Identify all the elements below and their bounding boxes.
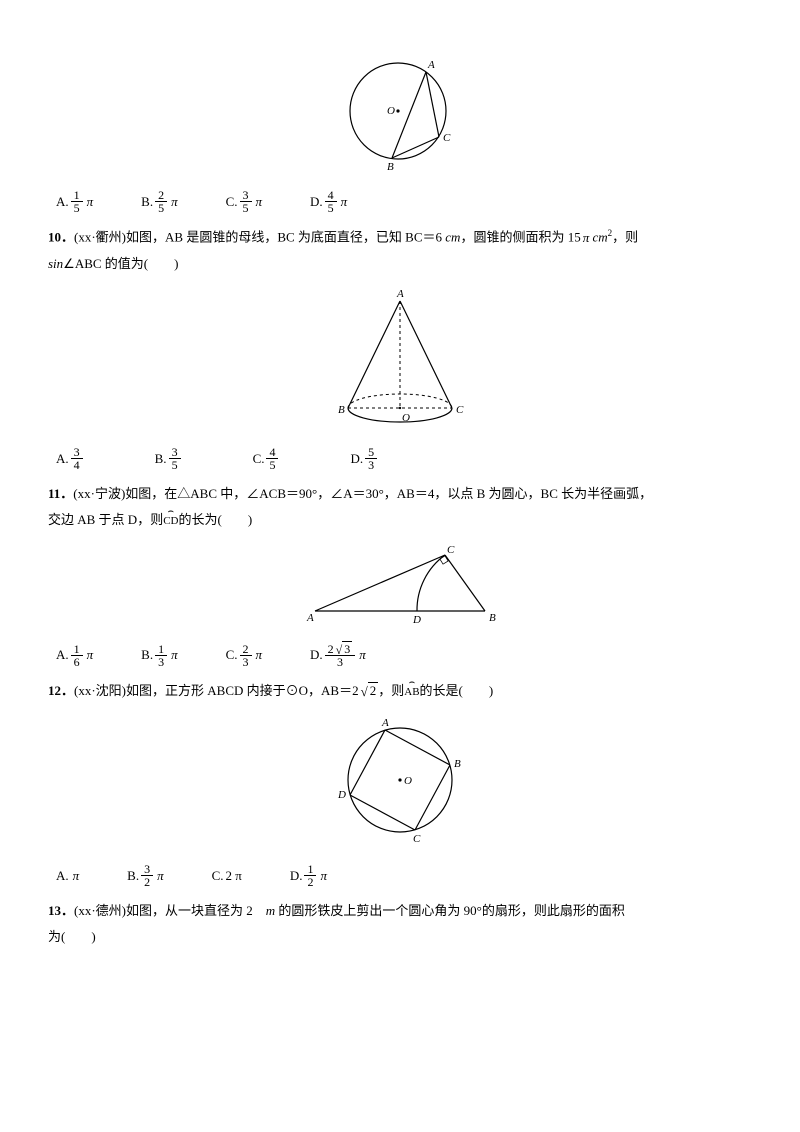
q10-option-C: C.45 xyxy=(253,446,279,471)
q10-option-B: B.35 xyxy=(155,446,181,471)
svg-text:B: B xyxy=(454,758,461,770)
svg-text:A: A xyxy=(306,612,314,624)
svg-text:C: C xyxy=(456,404,464,416)
q10-option-A: A.34 xyxy=(56,446,83,471)
q12: 12．(xx·沈阳)如图，正方形 ABCD 内接于⊙O，AB＝22，则AB的长是… xyxy=(48,678,752,704)
svg-text:A: A xyxy=(381,717,389,729)
figure-q12: A B C D O xyxy=(48,710,752,857)
q9-option-D: D.45π xyxy=(310,189,347,214)
q11-options: A.16π B.13π C.23π D.233π xyxy=(48,643,752,668)
q9-option-C: C.35π xyxy=(226,189,262,214)
svg-text:C: C xyxy=(447,544,455,556)
svg-text:B: B xyxy=(489,612,496,624)
q10-number: 10． xyxy=(48,230,74,245)
svg-text:O: O xyxy=(402,412,410,424)
svg-text:A: A xyxy=(396,288,404,300)
label-O: O xyxy=(387,105,395,117)
q12-option-C: C.2 π xyxy=(212,863,242,888)
figure-q9: O A C B xyxy=(48,46,752,183)
q12-option-B: B.32π xyxy=(127,863,163,888)
q11-number: 11． xyxy=(48,486,73,501)
svg-text:D: D xyxy=(337,789,346,801)
label-C: C xyxy=(443,132,451,144)
q11: 11．(xx·宁波)如图，在△ABC 中，∠ACB＝90°，∠A＝30°，AB＝… xyxy=(48,481,752,533)
q11-option-A: A.16π xyxy=(56,643,93,668)
q12-option-D: D.12π xyxy=(290,863,327,888)
q9-options: A.15π B.25π C.35π D.45π xyxy=(48,189,752,214)
label-A: A xyxy=(427,59,435,71)
figure-q11: A B C D xyxy=(48,539,752,636)
q11-option-D: D.233π xyxy=(310,643,366,668)
q12-number: 12． xyxy=(48,683,74,698)
svg-text:C: C xyxy=(413,833,421,845)
q9-option-A: A.15π xyxy=(56,189,93,214)
figure-q10: A B C O xyxy=(48,283,752,440)
q11-option-C: C.23π xyxy=(226,643,262,668)
q13: 13．(xx·德州)如图，从一块直径为 2 m 的圆形铁皮上剪出一个圆心角为 9… xyxy=(48,898,752,950)
q9-option-B: B.25π xyxy=(141,189,177,214)
q10-options: A.34 B.35 C.45 D.53 xyxy=(48,446,752,471)
q10: 10．(xx·衢州)如图，AB 是圆锥的母线，BC 为底面直径，已知 BC＝6 … xyxy=(48,224,752,276)
q12-options: A.π B.32π C.2 π D.12π xyxy=(48,863,752,888)
q12-option-A: A.π xyxy=(56,863,79,888)
svg-text:D: D xyxy=(412,614,421,626)
q10-option-D: D.53 xyxy=(350,446,377,471)
q13-number: 13． xyxy=(48,903,74,918)
svg-text:B: B xyxy=(338,404,345,416)
q11-option-B: B.13π xyxy=(141,643,177,668)
label-B: B xyxy=(387,161,394,173)
svg-text:O: O xyxy=(404,775,412,787)
